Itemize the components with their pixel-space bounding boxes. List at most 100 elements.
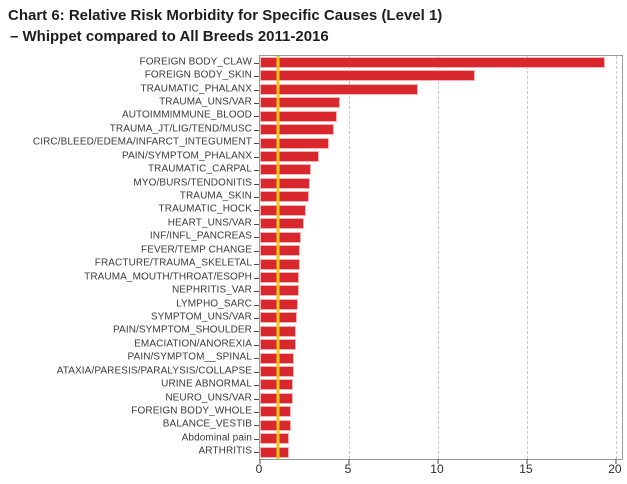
bar [260, 124, 334, 136]
bar [260, 83, 419, 95]
y-axis-tick [254, 425, 259, 427]
y-axis-label: FOREIGN BODY_CLAW [139, 56, 252, 68]
bar [260, 446, 290, 458]
y-axis-tick [254, 143, 259, 145]
y-axis-label: TRAUMATIC_HOCK [158, 203, 252, 215]
y-axis-label: FOREIGN BODY_WHOLE [131, 405, 252, 417]
y-axis-label: SYMPTOM_UNS/VAR [150, 311, 252, 323]
y-axis-tick [254, 62, 259, 64]
y-axis-tick [254, 398, 259, 400]
y-axis-label: INF/INFL_PANCREAS [149, 230, 252, 242]
x-axis-tick [259, 459, 261, 464]
bar [260, 433, 290, 445]
y-axis-label: LYMPHO_SARC [176, 298, 252, 310]
gridline [526, 56, 528, 459]
y-axis-label: PAIN/SYMPTOM_PHALANX [122, 150, 252, 162]
y-axis-label: ARTHRITIS [198, 445, 252, 457]
y-axis-tick [254, 237, 259, 239]
y-axis-tick [254, 291, 259, 293]
y-axis-label: BALANCE_VESTIB [162, 418, 252, 430]
y-axis-tick [254, 156, 259, 158]
y-axis-label: MYO/BURS/TENDONITIS [133, 177, 252, 189]
y-axis-label: Abdominal pain [181, 432, 252, 444]
y-axis-tick [254, 304, 259, 306]
y-axis-tick [254, 277, 259, 279]
bar [260, 164, 311, 176]
bar [260, 177, 310, 189]
y-axis-label: HEART_UNS/VAR [167, 217, 252, 229]
plot-area [254, 55, 623, 464]
y-axis-tick [254, 210, 259, 212]
bar [260, 137, 330, 149]
x-axis-tick-label: 5 [344, 462, 352, 476]
y-axis-tick [254, 89, 259, 91]
x-axis-tick [437, 459, 439, 464]
y-axis-label: TRAUMATIC_CARPAL [147, 163, 252, 175]
x-axis-tick [615, 459, 617, 464]
y-axis-tick [254, 317, 259, 319]
y-axis-label: EMACIATION/ANOREXIA [134, 338, 252, 350]
y-axis-label: FRACTURE/TRAUMA_SKELETAL [94, 257, 252, 269]
chart-title: Chart 6: Relative Risk Morbidity for Spe… [8, 7, 443, 24]
y-axis-tick [254, 197, 259, 199]
bar [260, 110, 337, 122]
y-axis-tick [254, 358, 259, 360]
bar [260, 406, 292, 418]
y-axis-tick [254, 438, 259, 440]
y-axis-label: PAIN/SYMPTOM_SHOULDER [113, 324, 252, 336]
y-axis-label: ATAXIA/PARESIS/PARALYSIS/COLLAPSE [56, 365, 252, 377]
y-axis-tick [254, 452, 259, 454]
bar [260, 97, 341, 109]
y-axis-tick [254, 103, 259, 105]
y-axis-tick [254, 344, 259, 346]
y-axis-tick [254, 371, 259, 373]
y-axis-tick [254, 331, 259, 333]
bar [260, 231, 301, 243]
y-axis-label: CIRC/BLEED/EDEMA/INFARCT_INTEGUMENT [32, 136, 252, 148]
chart-header: Chart 6: Relative Risk Morbidity for Spe… [8, 5, 442, 47]
y-axis-label: PAIN/SYMPTOM__SPINAL [127, 351, 252, 363]
bar [260, 57, 606, 68]
y-axis-tick [254, 264, 259, 266]
y-axis-label: NEURO_UNS/VAR [165, 392, 252, 404]
bar [260, 271, 300, 283]
x-axis-tick [348, 459, 350, 464]
y-axis-label: TRAUMATIC_PHALANX [140, 83, 252, 95]
bar [260, 191, 309, 203]
y-axis-label: TRAUMA_JT/LIG/TEND/MUSC [109, 123, 252, 135]
bar [260, 245, 301, 257]
chart-subtitle: – Whippet compared to All Breeds 2011-20… [10, 28, 329, 45]
y-axis-tick [254, 183, 259, 185]
x-axis-tick-label: 0 [255, 462, 263, 476]
y-axis-tick [254, 129, 259, 131]
bar [260, 285, 300, 297]
x-axis-tick-label: 20 [608, 462, 622, 476]
y-axis-label: TRAUMA_UNS/VAR [159, 96, 252, 108]
y-axis-tick [254, 411, 259, 413]
x-axis-tick-labels: 0 5 10 15 20 [255, 462, 622, 478]
y-axis-label: NEPHRITIS_VAR [171, 284, 252, 296]
x-axis-tick [526, 459, 528, 464]
y-axis-label: TRAUMA_MOUTH/THROAT/ESOPH [84, 271, 252, 283]
y-axis-tick [254, 76, 259, 78]
bar [260, 419, 292, 431]
reference-line [276, 56, 280, 459]
bar [260, 204, 307, 216]
y-axis-tick [254, 170, 259, 172]
bar [260, 151, 319, 163]
y-axis-tick [254, 385, 259, 387]
y-axis-label: TRAUMA_SKIN [179, 190, 252, 202]
x-axis-tick-label: 15 [519, 462, 533, 476]
y-axis-label: AUTOIMMIMMUNE_BLOOD [121, 109, 252, 121]
bar [260, 70, 476, 82]
y-axis-label: FOREIGN BODY_SKIN [144, 69, 252, 81]
y-axis-tick [254, 250, 259, 252]
bar [260, 218, 305, 230]
y-axis-labels: FOREIGN BODY_CLAW FOREIGN BODY_SKIN TRAUMA… [0, 55, 252, 458]
gridline [348, 56, 350, 459]
y-axis-label: FEVER/TEMP CHANGE [141, 244, 252, 256]
x-axis-tick-label: 10 [430, 462, 444, 476]
gridline [437, 56, 439, 459]
y-axis-tick [254, 223, 259, 225]
